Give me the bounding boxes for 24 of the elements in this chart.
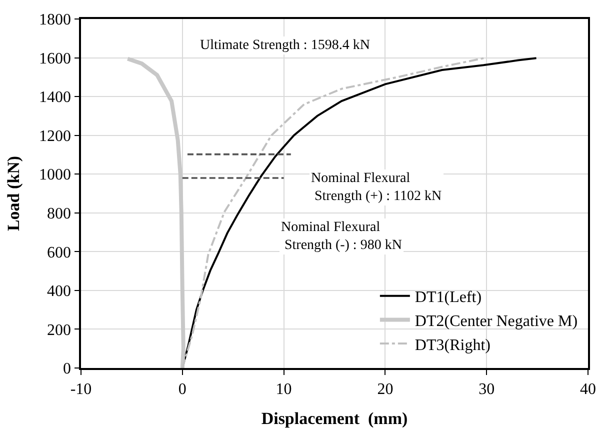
legend-label: DT1(Left) bbox=[414, 289, 482, 306]
y-tick-label: 1600 bbox=[39, 50, 72, 68]
x-tick-label: -10 bbox=[70, 380, 92, 398]
x-tick-label: 30 bbox=[478, 380, 495, 398]
y-tick-label: 400 bbox=[47, 283, 72, 300]
annotation: Nominal Flexural Strength (+) : 1102 kN bbox=[311, 171, 442, 204]
annotation: Nominal Flexural Strength (-) : 980 kN bbox=[281, 220, 402, 254]
y-axis-title: Load (kN) bbox=[4, 156, 24, 232]
x-tick-label: 0 bbox=[178, 380, 186, 398]
y-tick-label: 1800 bbox=[39, 12, 72, 29]
y-tick-label: 1200 bbox=[39, 128, 72, 145]
y-tick-label: 1400 bbox=[39, 89, 72, 106]
x-tick-label: 10 bbox=[276, 380, 292, 398]
y-tick-label: 0 bbox=[63, 360, 72, 378]
legend-label: DT2(Center Negative M) bbox=[414, 312, 578, 330]
x-tick-label: 20 bbox=[377, 380, 394, 398]
x-axis-title: Displacement (mm) bbox=[261, 408, 408, 428]
x-tick-label: 40 bbox=[580, 380, 596, 398]
y-tick-label: 1000 bbox=[39, 166, 72, 184]
annotation: Ultimate Strength : 1598.4 kN bbox=[200, 38, 370, 53]
legend-label: DT3(Right) bbox=[414, 336, 490, 354]
y-tick-label: 800 bbox=[47, 205, 72, 222]
y-tick-label: 200 bbox=[47, 322, 72, 339]
y-tick-label: 600 bbox=[47, 244, 72, 262]
